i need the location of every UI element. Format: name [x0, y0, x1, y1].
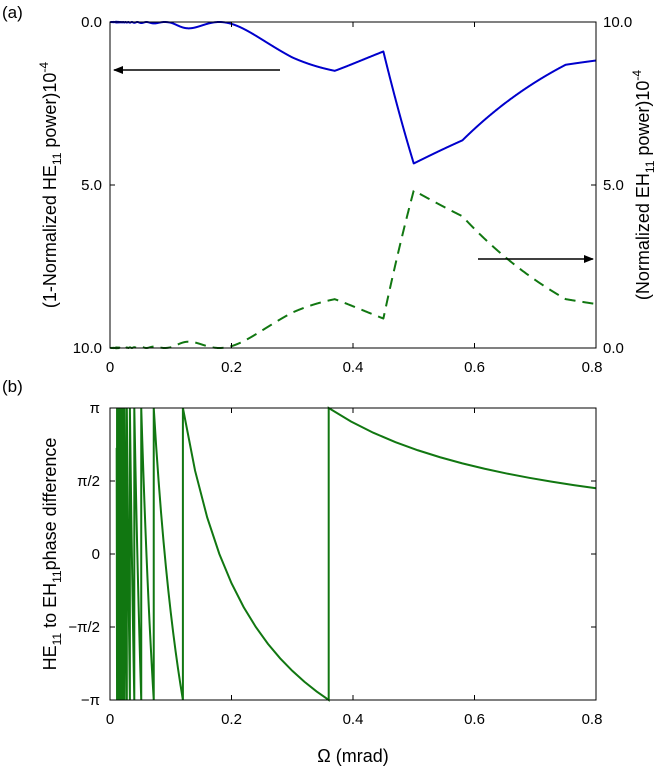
panel-a-curves [110, 20, 597, 350]
panel-a-x-tick-2: 0.4 [343, 359, 364, 376]
panel-b-x-axis-label: Ω (mrad) [317, 746, 388, 766]
panel-a-right-tick-0: 0.0 [603, 340, 624, 357]
panel-a-left-tick-0: 0.0 [81, 14, 102, 31]
panel-b-x-tick-2: 0.4 [343, 711, 364, 728]
panel-b-x-tick-1: 0.2 [221, 711, 242, 728]
panel-a-right-axis-label: (Normalized EH11 power)10-4 [630, 70, 657, 301]
panel-a-x-tick-3: 0.6 [464, 359, 485, 376]
panel-b-label: (b) [2, 377, 23, 396]
panel-b-x-tick-0: 0 [106, 711, 114, 728]
panel-a-series-1-dashed-line [110, 189, 597, 350]
panel-b-x-tick-3: 0.6 [464, 711, 485, 728]
panel-a-label: (a) [2, 3, 23, 22]
panel-b-y-tick-pi: π [90, 400, 100, 417]
panel-a-right-tick-2: 10.0 [603, 14, 632, 31]
panel-a-x-tick-0: 0 [106, 359, 114, 376]
panel-a-left-tick-2: 10.0 [73, 340, 102, 357]
panel-a-frame [109, 21, 597, 349]
panel-b-phase-line [115, 406, 597, 702]
panel-b-y-tick-neg-half-pi: −π/2 [68, 619, 100, 636]
panel-a-x-tick-4: 0.8 [582, 359, 603, 376]
panel-a-ticks [109, 21, 597, 349]
panel-b-y-tick-half-pi: π/2 [77, 473, 100, 490]
panel-a-x-tick-1: 0.2 [221, 359, 242, 376]
panel-a-right-tick-1: 5.0 [603, 177, 624, 194]
panel-b-ticks [109, 407, 597, 701]
panel-a-left-axis-label: (1-Normalized HE11 power)10-4 [37, 62, 64, 309]
panel-a-series-0-solid-line [110, 20, 597, 165]
panel-b-y-axis-label: HE11 to EH11phase difference [40, 438, 64, 671]
panel-b-y-tick-zero: 0 [92, 546, 100, 563]
panel-b-x-tick-4: 0.8 [582, 711, 603, 728]
panel-b-curves [115, 406, 597, 702]
panel-b-y-tick-neg-pi: −π [81, 692, 100, 709]
panel-a-left-tick-1: 5.0 [81, 177, 102, 194]
